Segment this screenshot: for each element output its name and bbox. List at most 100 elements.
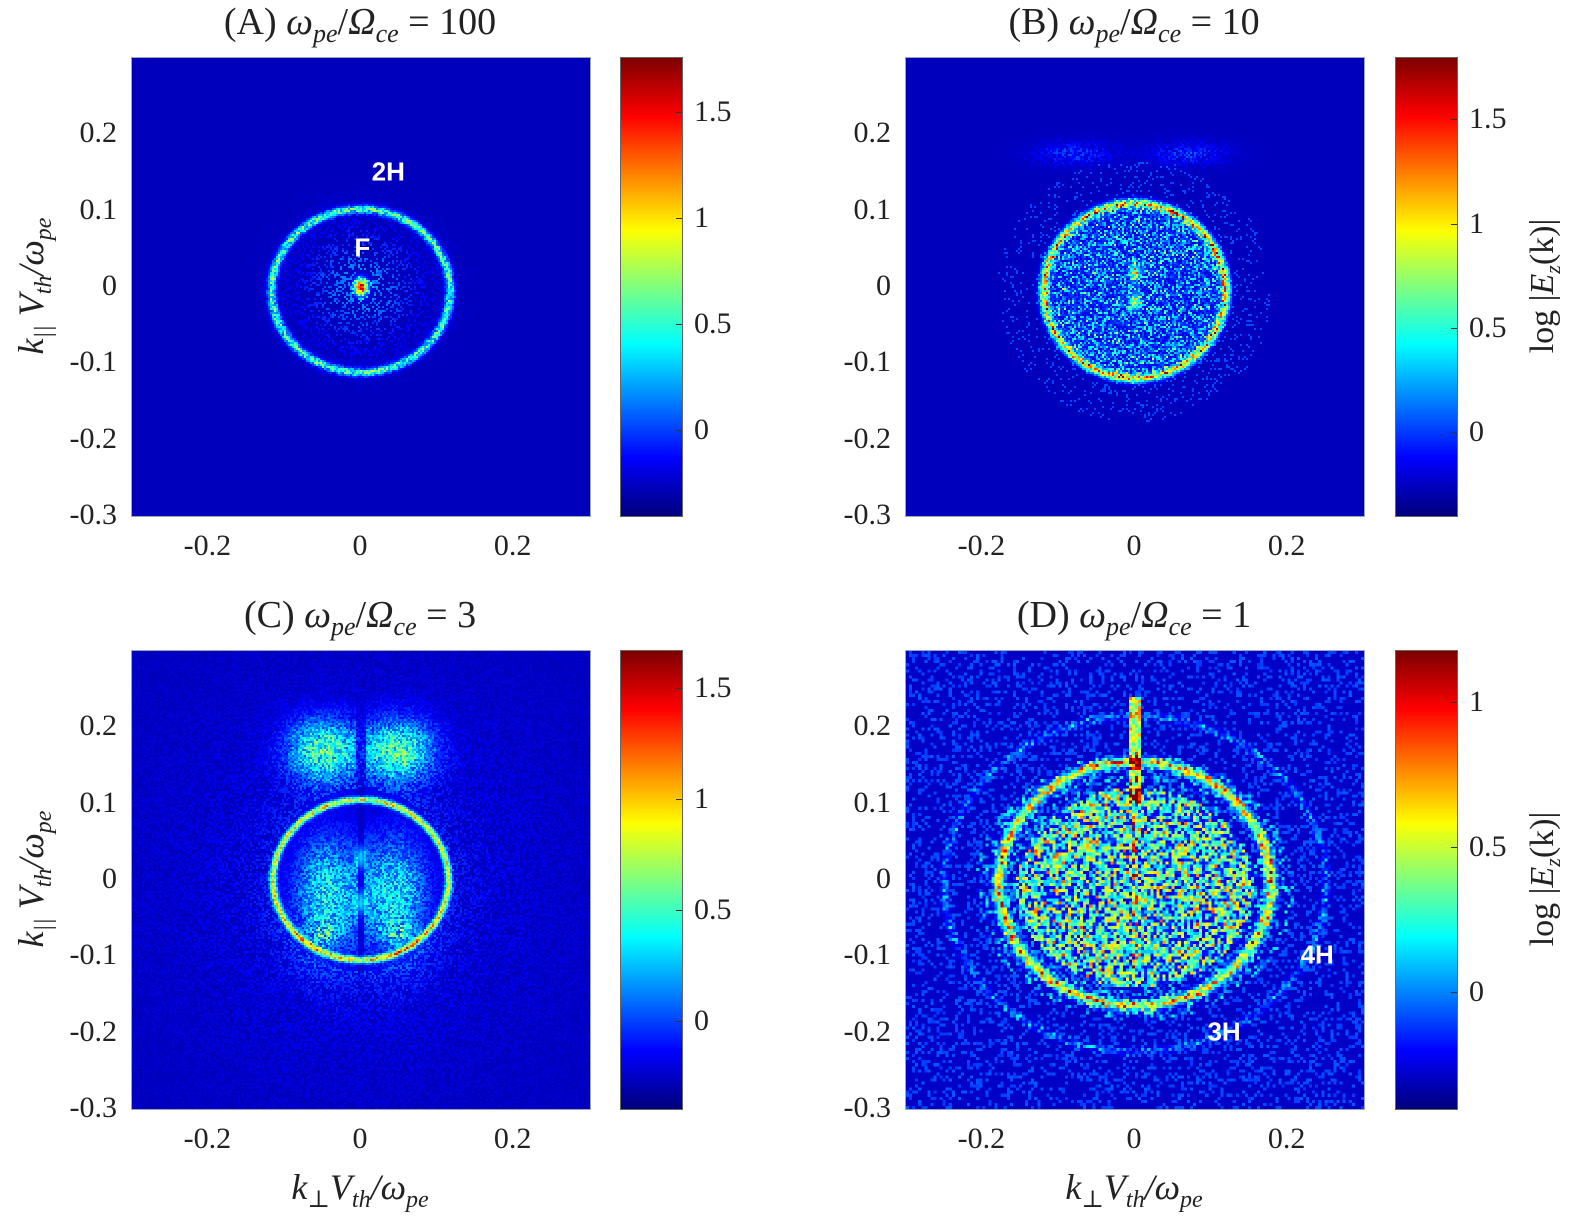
panel-a-xtick-label: 0 [352, 529, 368, 562]
panel-b-title-omega: ω [1068, 1, 1096, 43]
panel-d-colorbar-tick-mark [1451, 847, 1457, 849]
panel-b-title: (B) ωpe/Ωce = 10 [1008, 0, 1259, 49]
panel-a-ylabel-rest: V [11, 294, 51, 326]
panel-a-annotation-f: F [354, 232, 371, 263]
panel-c-xtick-label: 0.2 [493, 1122, 532, 1155]
panel-c-ytick-label: 0.2 [79, 709, 118, 743]
panel-d-colorbar-tick-mark [1451, 702, 1457, 704]
panel-c-ytick-label: 0.1 [79, 785, 118, 819]
panel-c-xtick-label: -0.2 [183, 1122, 232, 1155]
panel-a-colorbar-tick-label: 0 [694, 413, 709, 447]
panel-c-colorbar [620, 650, 683, 1110]
panel-b-ytick-label: 0.2 [853, 116, 892, 150]
panel-d-title-Omega: Ω [1141, 594, 1169, 636]
panel-c-heatmap-canvas [132, 651, 590, 1109]
panel-a-heatmap [131, 57, 591, 517]
panel-d-clabel-rest: (k)| [1524, 811, 1561, 859]
panel-a-title-ratio: 100 [439, 1, 497, 43]
panel-c-xtick-label: 0 [352, 1122, 368, 1155]
panel-b-colorbar-label: log |Ez(k)| [1524, 219, 1566, 354]
panel-c-colorbar-gradient [621, 651, 682, 1109]
panel-b-colorbar-tick-label: 0 [1469, 414, 1484, 448]
panel-b-title-Omega: Ω [1130, 1, 1159, 43]
panel-b-colorbar-tick-mark [1451, 119, 1457, 121]
panel-a-ylabel-th: th [31, 275, 57, 295]
panel-d-ytick-label: 0.2 [853, 709, 892, 743]
panel-a-ylabel-pe: pe [31, 217, 57, 241]
panel-c-ylabel-tail: /ω [11, 833, 51, 869]
panel-c-title-ce: ce [393, 612, 417, 641]
panel-c-colorbar-tick-label: 0 [694, 1004, 709, 1038]
panel-d-xlabel-k: k [1065, 1167, 1082, 1207]
panel-b-xtick-label: 0 [1126, 529, 1142, 562]
panel-b-colorbar-gradient [1396, 58, 1457, 516]
panel-a-title-omega: ω [286, 1, 313, 43]
panel-a-ytick-label: -0.2 [69, 421, 118, 455]
panel-b-heatmap [905, 57, 1365, 517]
panel-b-colorbar-tick-label: 0.5 [1469, 310, 1507, 344]
panel-d-xlabel-pe: pe [1180, 1187, 1203, 1213]
panel-b-colorbar [1395, 57, 1458, 517]
panel-c-colorbar-tick-label: 1.5 [694, 670, 732, 704]
panel-a-colorbar-tick-mark [676, 218, 682, 220]
panel-a-ytick-label: -0.1 [69, 345, 118, 379]
panel-c-title-pe: pe [330, 612, 356, 641]
panel-c-ylabel: k|| Vth/ωpe [10, 811, 58, 948]
panel-d-xtick-label: 0 [1126, 1122, 1142, 1155]
panel-c-ylabel-th: th [31, 868, 57, 888]
panel-d-clabel-z: z [1540, 858, 1565, 867]
panel-a-colorbar [620, 57, 683, 517]
panel-b-ytick-label: -0.3 [843, 498, 892, 531]
panel-d-xtick-label: 0.2 [1267, 1122, 1306, 1155]
panel-b-clabel-z: z [1540, 265, 1565, 274]
panel-c-colorbar-tick-mark [676, 910, 682, 912]
panel-d-ytick-label: -0.2 [843, 1014, 892, 1048]
panel-b-title-pe: pe [1095, 19, 1120, 48]
panel-a-colorbar-tick-mark [676, 430, 682, 432]
panel-a-colorbar-tick-mark [676, 112, 682, 114]
panel-a-colorbar-tick-label: 0.5 [694, 307, 732, 341]
panel-c-colorbar-tick-label: 0.5 [694, 893, 732, 927]
panel-c-title-slash: / [355, 594, 367, 636]
panel-a-ytick-label: 0.1 [79, 192, 118, 226]
panel-d-heatmap [905, 650, 1365, 1110]
panel-d-title-pe: pe [1105, 612, 1131, 641]
panel-b-colorbar-tick-mark [1451, 327, 1457, 329]
panel-b-colorbar-tick-label: 1 [1469, 206, 1484, 240]
panel-c-ytick-label: -0.3 [69, 1091, 118, 1124]
panel-d-clabel-E: E [1524, 866, 1561, 888]
panel-a-colorbar-tick-mark [676, 324, 682, 326]
panel-a-xtick-label: -0.2 [183, 529, 232, 562]
panel-c-xlabel-tail: /ω [370, 1167, 406, 1207]
panel-c-ylabel-pe: pe [31, 810, 57, 834]
panel-b-title-slash: / [1119, 1, 1131, 43]
panel-b-ytick-label: -0.1 [843, 345, 892, 379]
panel-c-title-eq: = [416, 594, 458, 636]
panel-d-xlabel-rest: V [1103, 1167, 1126, 1207]
panel-c-ytick-label: -0.2 [69, 1014, 118, 1048]
panel-b-ytick-label: -0.2 [843, 421, 892, 455]
panel-a-heatmap-canvas [132, 58, 590, 516]
panel-d-xlabel-tail: /ω [1144, 1167, 1180, 1207]
panel-b-clabel-log: log | [1524, 294, 1561, 354]
panel-a-title-Omega: Ω [348, 1, 376, 43]
panel-c-colorbar-tick-mark [676, 1021, 682, 1023]
panel-c-xlabel-rest: V [329, 1167, 352, 1207]
panel-b-xtick-label: -0.2 [957, 529, 1006, 562]
panel-d-title-ratio: 1 [1232, 594, 1252, 636]
panel-d-title-label: (D) [1016, 594, 1080, 636]
panel-b-clabel-rest: (k)| [1524, 218, 1561, 266]
panel-d-title-slash: / [1130, 594, 1142, 636]
panel-a-title-label: (A) [223, 1, 287, 43]
panel-b-xtick-label: 0.2 [1267, 529, 1306, 562]
panel-d-annotation-4h: 4H [1300, 939, 1334, 970]
panel-b-title-ratio: 10 [1221, 1, 1260, 43]
panel-a-ytick-label: -0.3 [69, 498, 118, 531]
panel-d-title-eq: = [1191, 594, 1233, 636]
panel-d-ytick-label: -0.3 [843, 1091, 892, 1124]
panel-c-xlabel-sub: ⊥ [307, 1187, 330, 1213]
panel-c-xlabel-k: k [291, 1167, 308, 1207]
panel-b-title-label: (B) [1008, 1, 1069, 43]
panel-d-colorbar-tick-mark [1451, 992, 1457, 994]
panel-d-ytick-label: 0 [876, 862, 891, 895]
